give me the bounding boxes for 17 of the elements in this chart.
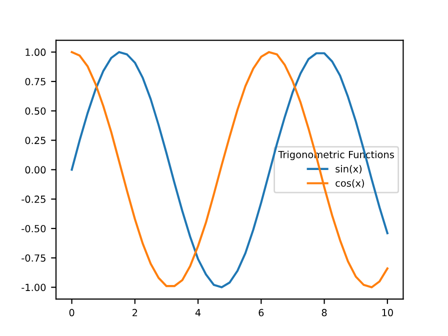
- y-tick-label: 1.00: [26, 48, 46, 56]
- y-tick-label: -1.00: [22, 284, 46, 292]
- x-tick-label: 0: [69, 308, 74, 316]
- y-tick-label: 0.00: [25, 166, 46, 174]
- x-tick-label: 6: [258, 308, 264, 316]
- x-tick-label: 2: [132, 308, 138, 316]
- y-tick-label: 0.25: [25, 136, 46, 144]
- x-tick-label: 4: [195, 309, 201, 316]
- y-tick-label: 0.75: [25, 78, 46, 86]
- y-tick-label: -0.50: [22, 224, 46, 232]
- y-tick-label: 0.50: [25, 107, 46, 115]
- x-tick-label: 8: [322, 308, 327, 316]
- x-tick-label: 10: [382, 308, 393, 316]
- legend-label: cos(x): [336, 179, 364, 188]
- y-tick-label: -0.25: [22, 196, 46, 203]
- y-tick-label: -0.75: [22, 254, 46, 262]
- legend-label: sin(x): [336, 164, 362, 174]
